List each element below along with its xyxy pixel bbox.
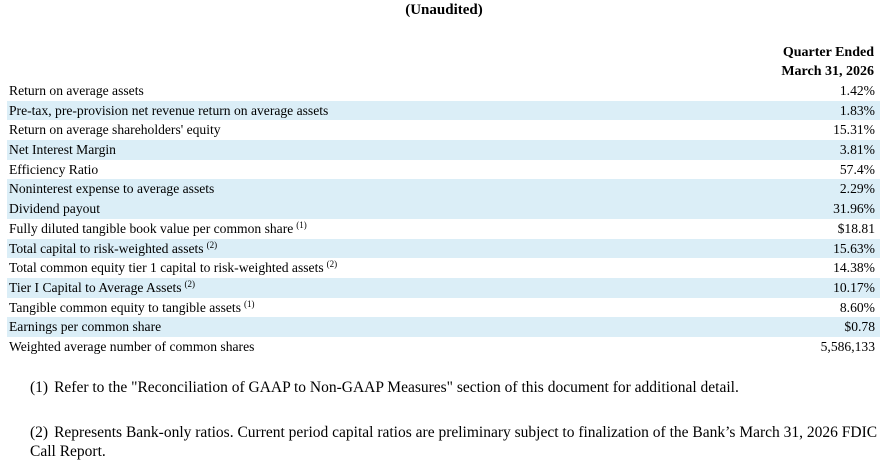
row-label: Return on average shareholders' equity <box>9 122 221 138</box>
row-value: 1.83% <box>839 102 875 118</box>
row-label: Efficiency Ratio <box>9 161 99 177</box>
row-value: 14.38% <box>833 260 875 276</box>
footnote-marker: (2) <box>206 239 218 250</box>
footnote-marker: (1) <box>296 219 307 230</box>
table-row: Fully diluted tangible book value per co… <box>7 219 880 239</box>
footnote-text: Represents Bank-only ratios. Current per… <box>30 424 878 460</box>
footnote-marker: (2) <box>326 259 338 270</box>
row-value: 3.81% <box>839 142 875 158</box>
table-row: Noninterest expense to average assets 2.… <box>7 179 880 200</box>
row-value: 1.42% <box>839 83 875 98</box>
row-label: Noninterest expense to average assets <box>9 181 215 197</box>
table-row: Net Interest Margin 3.81% <box>7 140 880 160</box>
column-header-line1: Quarter Ended <box>782 45 874 60</box>
row-label: Pre-tax, pre-provision net revenue retur… <box>9 102 329 118</box>
row-value: 5,586,133 <box>820 338 875 354</box>
row-label: Return on average assets <box>9 83 144 98</box>
table-row: Tier I Capital to Average Assets (2) 10.1… <box>7 277 880 298</box>
row-value: 15.31% <box>833 122 875 138</box>
row-value: $0.78 <box>844 319 875 335</box>
row-value: 31.96% <box>833 201 875 217</box>
footnote-marker: (1) <box>243 298 255 309</box>
table-row: Weighted average number of common shares… <box>7 337 880 357</box>
footnote-marker: (2) <box>184 278 196 289</box>
row-label: Dividend payout <box>9 201 100 217</box>
row-label: Net Interest Margin <box>9 142 116 158</box>
table-row: Efficiency Ratio 57.4% <box>7 160 880 180</box>
row-label: Total common equity tier 1 capital to ri… <box>9 259 338 276</box>
row-value: 15.63% <box>833 240 875 256</box>
table-row: Return on average assets 1.42% <box>7 81 880 101</box>
row-value: 10.17% <box>833 279 875 295</box>
footnote-1: (1) Refer to the "Reconciliation of GAAP … <box>30 378 885 397</box>
footnote-number: (2) <box>30 424 49 441</box>
footnote-number: (1) <box>30 379 49 396</box>
row-label: Total capital to risk-weighted assets (2) <box>9 239 218 256</box>
row-value: 2.29% <box>839 181 875 197</box>
footnote-2: (2) Represents Bank-only ratios. Current … <box>30 423 885 461</box>
table-row: Return on average shareholders' equity 1… <box>7 120 880 140</box>
footnote-text: Refer to the "Reconciliation of GAAP to … <box>54 379 739 396</box>
row-label: Earnings per common share <box>9 319 162 335</box>
table-row: Dividend payout 31.96% <box>7 199 880 219</box>
table-row: Total capital to risk-weighted assets (2)… <box>7 238 880 259</box>
metrics-table: Return on average assets 1.42% Pre-tax, … <box>7 81 880 357</box>
row-value: $18.81 <box>837 220 875 236</box>
row-label: Weighted average number of common shares <box>9 338 255 354</box>
column-header: Quarter Ended March 31, 2026 <box>781 43 874 81</box>
row-value: 57.4% <box>839 161 875 177</box>
table-row: Earnings per common share $0.78 <box>7 317 880 337</box>
row-label: Fully diluted tangible book value per co… <box>9 219 307 236</box>
table-row: Pre-tax, pre-provision net revenue retur… <box>7 100 880 121</box>
row-label: Tangible common equity to tangible asset… <box>9 298 255 315</box>
report-title: (Unaudited) <box>405 2 483 18</box>
table-row: Tangible common equity to tangible asset… <box>7 298 880 318</box>
column-header-line2: March 31, 2026 <box>781 64 874 79</box>
row-label: Tier I Capital to Average Assets (2) <box>9 278 196 295</box>
table-row: Total common equity tier 1 capital to ri… <box>7 258 880 278</box>
row-value: 8.60% <box>839 299 875 315</box>
